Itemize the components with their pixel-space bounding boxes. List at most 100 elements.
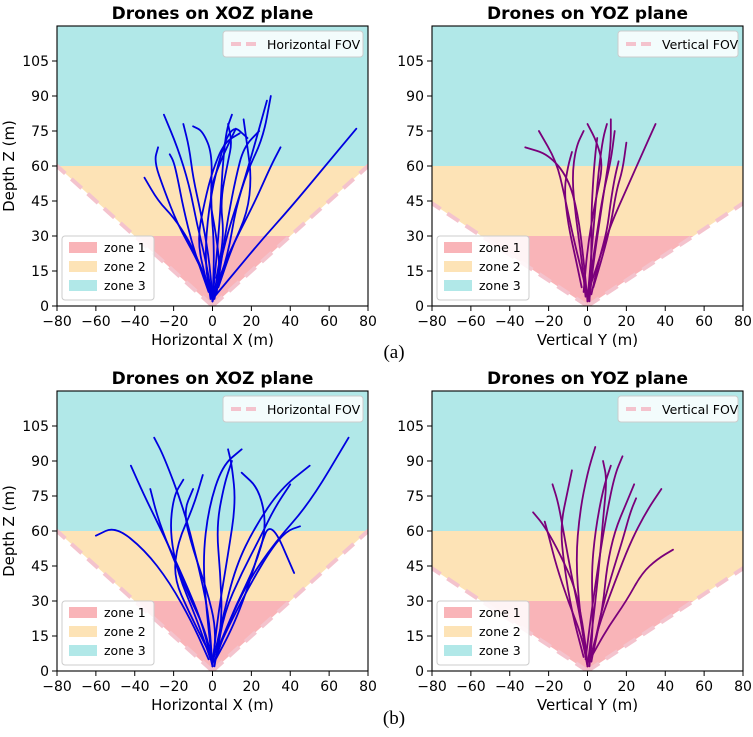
y-tick-label: 90 xyxy=(31,89,49,105)
x-tick-label: 20 xyxy=(242,314,260,330)
y-tick-label: 75 xyxy=(406,489,424,505)
x-tick-label: 40 xyxy=(656,679,674,695)
x-tick-label: 20 xyxy=(242,679,260,695)
x-tick-label: 80 xyxy=(734,679,752,695)
y-tick-label: 15 xyxy=(31,629,49,645)
x-tick-label: 20 xyxy=(617,314,635,330)
drone-trajectory-5 xyxy=(590,548,674,658)
plot-area xyxy=(432,391,743,671)
drone-trajectory-4 xyxy=(211,448,236,665)
zone-legend-label-1: zone 1 xyxy=(479,605,521,620)
zone-legend-swatch-2 xyxy=(69,261,97,272)
zone-legend-swatch-3 xyxy=(444,280,472,291)
y-tick-label: 75 xyxy=(31,489,49,505)
x-tick-label: −60 xyxy=(456,679,486,695)
drone-trajectory-9 xyxy=(170,478,212,661)
zone-legend-label-2: zone 2 xyxy=(104,259,146,274)
y-tick-label: 15 xyxy=(31,264,49,280)
x-tick-label: 0 xyxy=(583,314,592,330)
zone-legend-label-2: zone 2 xyxy=(104,624,146,639)
y-tick-label: 45 xyxy=(31,194,49,210)
drone-trajectory-10 xyxy=(211,95,272,303)
y-tick-label: 0 xyxy=(415,664,424,680)
x-tick-label: −20 xyxy=(534,679,564,695)
zone-fill-1 xyxy=(481,236,694,306)
zone-fill-1 xyxy=(134,601,291,671)
drone-trajectory-8 xyxy=(182,123,214,298)
drone-trajectory-13 xyxy=(217,118,252,289)
y-tick-label: 15 xyxy=(406,629,424,645)
x-tick-label: 40 xyxy=(281,314,299,330)
zone-legend-label-2: zone 2 xyxy=(479,259,521,274)
zone-legend-swatch-3 xyxy=(69,645,97,656)
zone-legend-swatch-1 xyxy=(69,607,97,618)
zone-legend-label-3: zone 3 xyxy=(479,643,521,658)
drone-trajectory-14 xyxy=(143,176,214,300)
x-tick-label: −80 xyxy=(42,314,72,330)
plot-area xyxy=(432,26,743,306)
drone-trajectory-7 xyxy=(538,130,589,296)
x-tick-label: 60 xyxy=(320,314,338,330)
drone-trajectory-4 xyxy=(572,130,587,298)
y-tick-label: 30 xyxy=(31,229,49,245)
zone-fill-2 xyxy=(57,166,368,236)
fov-legend-box xyxy=(222,395,364,423)
y-tick-label: 15 xyxy=(406,264,424,280)
zone-fill-2 xyxy=(432,531,743,601)
chart-panel-3: −80 −60 −40 −20 0 20 40 60 80 0 15 30 45 60 75 90 105 Dro… xyxy=(397,369,752,714)
fov-legend-box xyxy=(617,395,739,423)
y-tick-label: 60 xyxy=(406,159,424,175)
x-tick-label: −80 xyxy=(42,679,72,695)
drone-trajectory-11 xyxy=(149,488,214,663)
y-tick-label: 105 xyxy=(397,419,424,435)
caption-b: (b) xyxy=(383,708,405,729)
drone-trajectory-16 xyxy=(215,123,232,279)
chart-title: Drones on YOZ plane xyxy=(487,369,688,389)
y-axis-label: Depth Z (m) xyxy=(0,485,18,577)
chart-panel-2: −80 −60 −40 −20 0 20 40 60 80 0 15 30 45 60 75 90 105 Dro… xyxy=(0,369,377,714)
fov-legend-label: Vertical FOV xyxy=(662,402,739,417)
zone-fill-2 xyxy=(432,166,743,236)
y-tick-label: 90 xyxy=(406,454,424,470)
x-tick-label: 60 xyxy=(695,314,713,330)
zone-legend-swatch-3 xyxy=(69,280,97,291)
zone-legend-label-3: zone 3 xyxy=(104,278,146,293)
drone-trajectory-15 xyxy=(198,132,241,284)
x-tick-label: −20 xyxy=(159,314,189,330)
chart-panel-0: −80 −60 −40 −20 0 20 40 60 80 0 15 30 45 60 75 90 105 Dro… xyxy=(0,4,377,349)
plot-area xyxy=(57,26,368,306)
x-tick-label: 0 xyxy=(583,679,592,695)
y-tick-label: 60 xyxy=(31,524,49,540)
y-tick-label: 0 xyxy=(40,664,49,680)
fov-legend-box xyxy=(617,30,739,58)
y-tick-label: 105 xyxy=(22,54,49,70)
x-tick-label: 40 xyxy=(656,314,674,330)
zone-fill-3 xyxy=(432,391,743,531)
zone-legend-swatch-2 xyxy=(444,626,472,637)
y-tick-label: 0 xyxy=(40,299,49,315)
drone-trajectory-11 xyxy=(590,497,637,663)
y-tick-label: 60 xyxy=(406,524,424,540)
y-tick-label: 75 xyxy=(406,124,424,140)
x-axis-label: Vertical Y (m) xyxy=(537,696,638,714)
y-tick-label: 90 xyxy=(31,454,49,470)
y-tick-label: 45 xyxy=(406,559,424,575)
y-tick-label: 30 xyxy=(406,229,424,245)
drone-trajectory-4 xyxy=(211,127,358,300)
x-tick-label: 20 xyxy=(617,679,635,695)
drone-trajectory-2 xyxy=(211,113,233,300)
zone-legend-label-1: zone 1 xyxy=(104,240,146,255)
fov-legend-label: Horizontal FOV xyxy=(267,402,361,417)
drone-trajectory-11 xyxy=(168,153,210,293)
x-tick-label: −40 xyxy=(120,314,150,330)
drone-trajectory-9 xyxy=(592,483,636,654)
x-axis-label: Vertical Y (m) xyxy=(537,331,638,349)
y-tick-label: 105 xyxy=(22,419,49,435)
drone-trajectory-6 xyxy=(575,446,597,665)
drone-trajectory-2 xyxy=(588,118,612,300)
caption-a: (a) xyxy=(383,342,404,363)
zone-legend-swatch-2 xyxy=(69,626,97,637)
chart-panel-1: −80 −60 −40 −20 0 20 40 60 80 0 15 30 45 60 75 90 105 Dro… xyxy=(397,4,752,349)
x-tick-label: −20 xyxy=(534,314,564,330)
